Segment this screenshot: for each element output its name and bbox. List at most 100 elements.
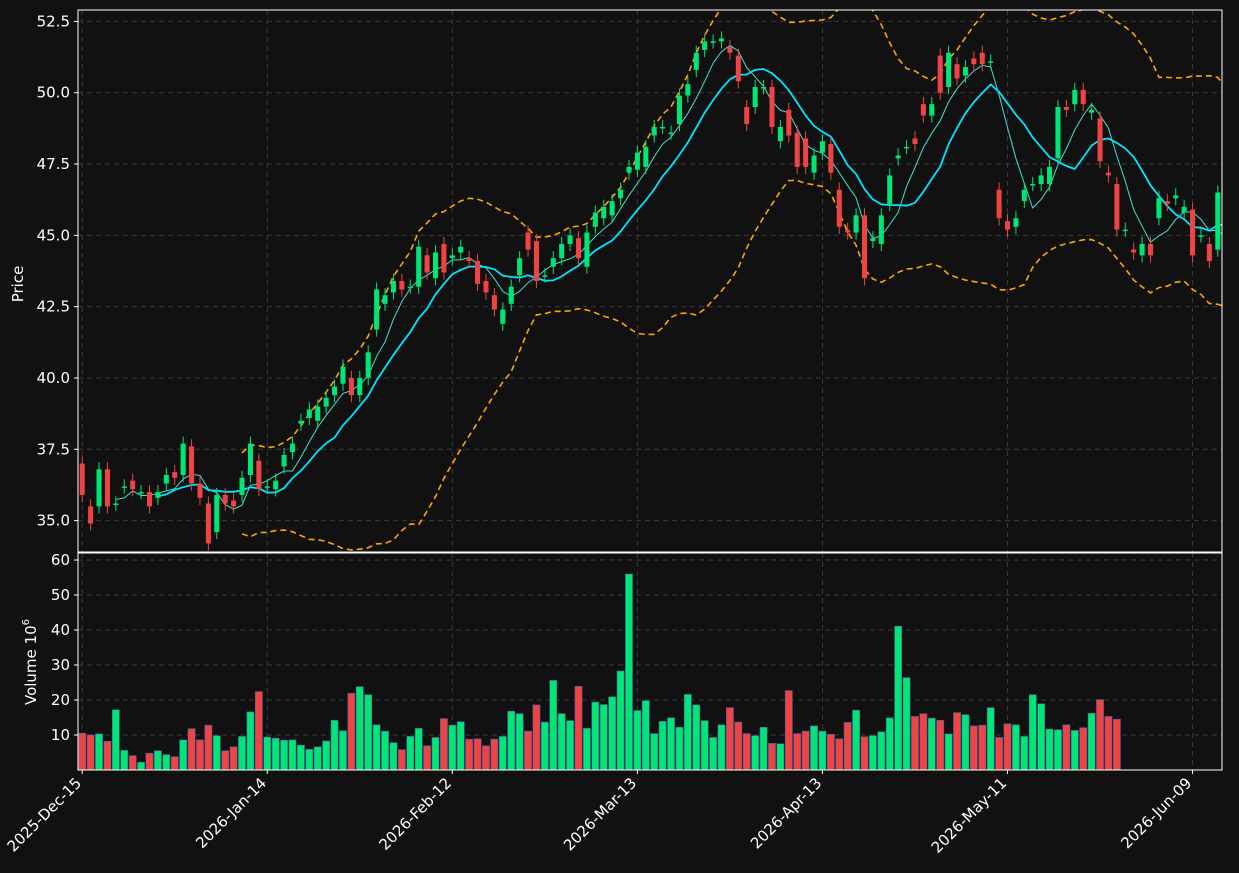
volume-bar <box>170 756 179 770</box>
candle-body <box>104 469 110 507</box>
volume-bar <box>103 740 112 770</box>
candle-body <box>845 229 851 233</box>
volume-bar <box>482 745 490 770</box>
candle-body <box>424 255 430 273</box>
volume-grid <box>78 553 1222 770</box>
candle-body <box>1131 249 1137 253</box>
candle-body <box>222 494 228 504</box>
candle-body <box>441 243 447 273</box>
candle-body <box>878 215 884 244</box>
volume-bar <box>1054 729 1062 770</box>
volume-bar <box>776 743 785 770</box>
candle-body <box>508 286 514 304</box>
candle-body <box>407 286 413 289</box>
volume-bar <box>734 721 743 770</box>
price-tick-label: 35.0 <box>37 512 70 530</box>
candle-body <box>618 189 624 199</box>
candle-body <box>1164 201 1170 204</box>
volume-bar <box>1020 736 1029 770</box>
volume-bar <box>683 694 692 770</box>
candle-body <box>971 58 977 65</box>
volume-bar <box>263 736 272 770</box>
candle-body <box>803 138 809 167</box>
volume-bar <box>885 717 894 770</box>
volume-bar <box>397 749 406 770</box>
candle-body <box>189 446 195 484</box>
volume-bar <box>692 704 701 770</box>
volume-panel: 10 20 30 40 50 60 Volume 106 <box>21 551 1222 770</box>
candle-body <box>1080 89 1086 105</box>
volume-bar <box>145 752 154 770</box>
volume-bar <box>381 730 389 770</box>
candle-body <box>306 409 312 418</box>
candle-body <box>365 352 371 378</box>
volume-bar <box>473 738 482 770</box>
volume-bar <box>128 755 137 770</box>
candle-body <box>1021 189 1027 202</box>
volume-bar <box>355 686 364 770</box>
candle-body <box>1097 118 1103 162</box>
volume-bar <box>810 725 818 770</box>
candle-body <box>718 38 725 42</box>
candle-body <box>1030 184 1036 186</box>
candle-body <box>996 189 1002 219</box>
volume-bar <box>507 710 516 770</box>
candle-body <box>500 309 506 324</box>
candle-body <box>432 252 439 279</box>
candle-body <box>761 87 767 89</box>
candle-body <box>323 397 329 407</box>
candle-body <box>575 238 582 259</box>
candle-body <box>542 275 548 277</box>
volume-bar <box>254 691 263 770</box>
volume-bar <box>583 728 591 770</box>
volume-bar <box>860 736 869 770</box>
candle-body <box>180 443 186 475</box>
candle-body <box>819 141 825 153</box>
volume-bar <box>869 735 877 770</box>
candle-body <box>340 366 346 384</box>
candle-body <box>483 281 489 293</box>
candle-body <box>828 144 834 173</box>
volume-tick-label: 50 <box>51 586 70 604</box>
panel-frames <box>77 9 1223 771</box>
volume-axis-label: Volume 106 <box>21 619 40 705</box>
candle-body <box>929 104 935 116</box>
candle-body <box>920 104 926 116</box>
volume-bar <box>843 722 852 770</box>
volume-bar <box>406 736 415 770</box>
volume-tick-label: 40 <box>51 621 70 639</box>
candle-body <box>273 480 279 490</box>
candle-body <box>904 146 910 149</box>
volume-tick-label: 20 <box>51 691 70 709</box>
candle-body <box>567 235 573 244</box>
price-tick-label: 50.0 <box>37 84 70 102</box>
candle-body <box>676 95 682 125</box>
candle-body <box>1072 89 1078 105</box>
volume-bar <box>414 728 423 770</box>
volume-bar <box>1028 694 1037 770</box>
candle-body <box>836 189 842 227</box>
volume-axis-label-exponent: 6 <box>21 619 32 625</box>
candle-body <box>1004 221 1011 230</box>
volume-bar <box>238 736 246 770</box>
candle-body <box>214 494 220 533</box>
volume-bar <box>995 737 1003 770</box>
candle-body <box>205 503 211 544</box>
volume-bar <box>431 737 440 770</box>
volume-bar <box>927 717 936 770</box>
moving-averages <box>115 44 1222 510</box>
candle-body <box>685 84 691 96</box>
volume-bar <box>322 740 331 770</box>
candle-body <box>634 152 640 170</box>
volume-bar <box>1096 699 1104 770</box>
volume-panel-frame <box>77 552 1223 771</box>
volume-bar <box>120 750 129 770</box>
volume-bar <box>633 710 642 770</box>
volume-bar <box>574 686 583 770</box>
candle-body <box>643 146 649 167</box>
candle-body <box>710 41 716 43</box>
volume-bar <box>540 721 549 770</box>
candle-body <box>626 166 632 173</box>
candle-body <box>1047 166 1053 185</box>
candle-body <box>1122 229 1128 232</box>
